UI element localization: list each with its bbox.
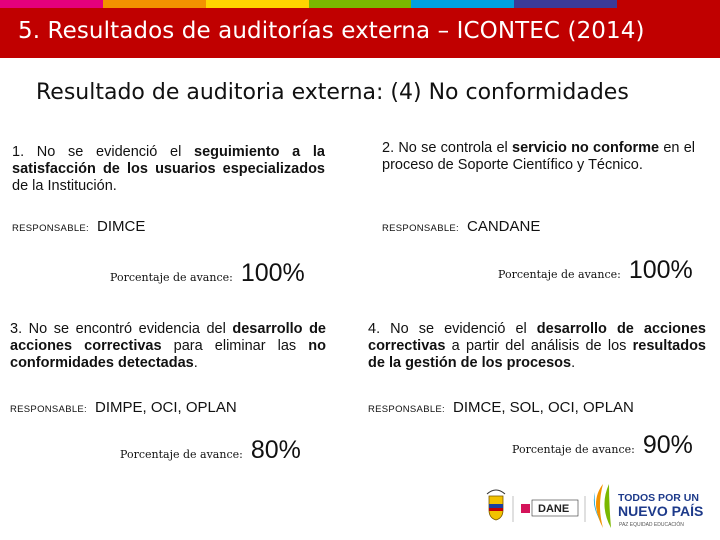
color-stripe [0,0,720,8]
finding-pre: No se evidenció el [380,321,537,337]
finding-pre: No se controla el [394,140,513,156]
finding-post: a partir del análisis de los [445,338,633,354]
progress-label: Porcentaje de avance: [498,268,621,281]
finding-number: 4. [368,321,381,337]
finding-3-progress: Porcentaje de avance: 80% [120,436,301,465]
finding-number: 1. [12,144,25,160]
finding-1-text: 1. No se evidenció el seguimiento a la s… [12,144,325,195]
finding-4-responsible: RESPONSABLE: DIMCE, SOL, OCI, OPLAN [368,399,634,416]
slogan-line-1: TODOS POR UN [618,492,699,504]
progress-value: 80% [250,436,301,464]
slogan-line-2: NUEVO PAÍS [618,503,703,519]
finding-post: para eliminar las [161,338,309,354]
finding-highlight: servicio no conforme [512,140,660,156]
responsible-label: RESPONSABLE: [368,404,445,415]
subtitle-pre: Resultado de auditoria externa: ( [36,80,399,105]
progress-value: 100% [240,259,305,287]
finding-pre: No se encontró evidencia del [22,321,233,337]
finding-2-progress: Porcentaje de avance: 100% [498,256,693,285]
dane-text: DANE [538,503,569,515]
section-subtitle: Resultado de auditoria externa: (4) No c… [36,80,629,105]
responsible-value: DIMPE, OCI, OPLAN [95,399,237,416]
footer-logos: DANE TODOS POR UN NUEVO PAÍS PAZ EQUIDAD… [486,484,703,528]
finding-highlight: seguimiento a la satisfacción de los usu… [12,144,325,177]
page-title: 5. Resultados de auditorías externa – IC… [18,18,645,44]
finding-4-text: 4. No se evidenció el desarrollo de acci… [368,321,706,372]
finding-post: de la Institución. [12,178,117,194]
finding-post: en el proceso de Soporte Científico y Té… [382,140,695,173]
progress-value: 100% [628,256,693,284]
todos-por-un-nuevo-pais-logo: TODOS POR UN NUEVO PAÍS PAZ EQUIDAD EDUC… [593,484,703,528]
finding-number: 2. [382,140,395,156]
finding-3-responsible: RESPONSABLE: DIMPE, OCI, OPLAN [10,399,237,416]
progress-label: Porcentaje de avance: [120,448,243,461]
finding-number: 3. [10,321,23,337]
responsible-value: DIMCE [97,218,146,235]
finding-post-2: . [193,355,198,371]
responsible-value: DIMCE, SOL, OCI, OPLAN [453,399,634,416]
subtitle-count: 4 [399,80,413,105]
responsible-label: RESPONSABLE: [12,223,89,234]
finding-post-2: . [571,355,576,371]
finding-3-text: 3. No se encontró evidencia del desarrol… [10,321,326,372]
finding-highlight-2: no conformidades detectadas [10,338,327,371]
finding-highlight: desarrollo de acciones correctivas [368,321,706,354]
finding-pre: No se evidenció el [24,144,195,160]
progress-label: Porcentaje de avance: [512,443,635,456]
colombia-shield-icon [486,489,506,521]
progress-label: Porcentaje de avance: [110,271,233,284]
finding-highlight: desarrollo de acciones correctivas [10,321,326,354]
responsible-label: RESPONSABLE: [10,404,87,415]
finding-1-responsible: RESPONSABLE: DIMCE [12,218,145,235]
responsible-value: CANDANE [467,218,541,235]
responsible-label: RESPONSABLE: [382,223,459,234]
finding-highlight-2: resultados de la gestión de los procesos [368,338,706,371]
finding-1-progress: Porcentaje de avance: 100% [110,259,305,288]
slogan-line-3: PAZ EQUIDAD EDUCACIÓN [619,521,684,528]
finding-2-text: 2. No se controla el servicio no conform… [382,140,695,174]
title-bar: 5. Resultados de auditorías externa – IC… [0,8,720,58]
dane-logo: DANE [521,499,579,517]
subtitle-post: ) No conformidades [413,80,629,105]
finding-2-responsible: RESPONSABLE: CANDANE [382,218,540,235]
progress-value: 90% [642,431,693,459]
finding-4-progress: Porcentaje de avance: 90% [512,431,693,460]
